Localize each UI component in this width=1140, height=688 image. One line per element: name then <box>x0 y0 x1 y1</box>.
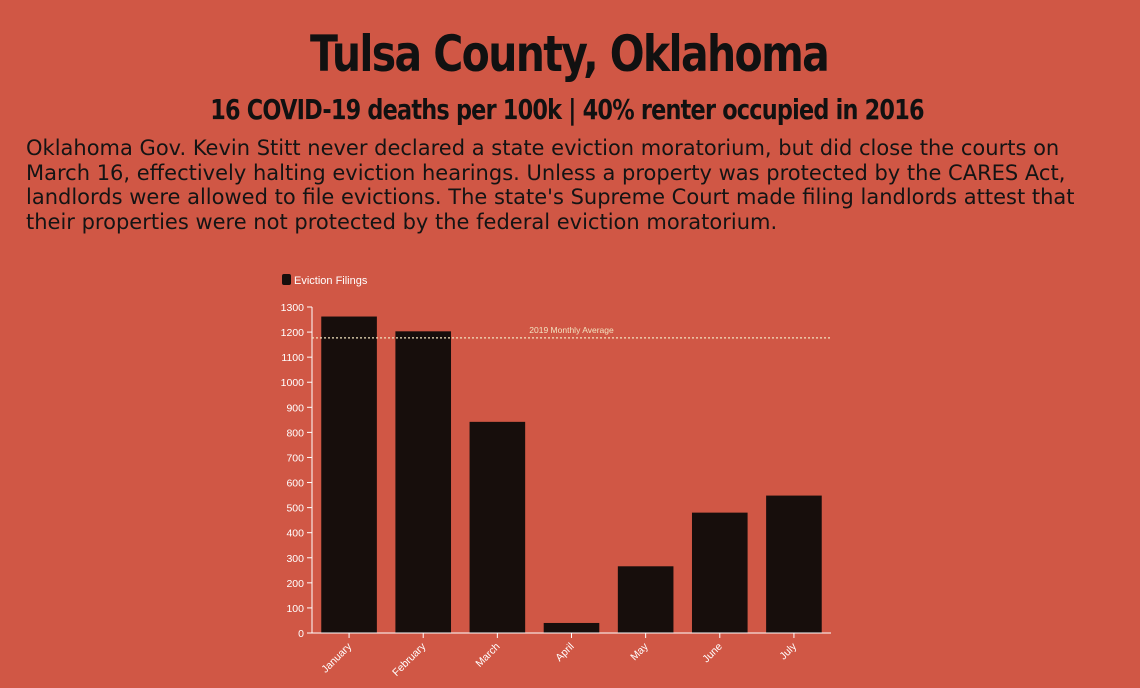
bar-january <box>321 316 377 633</box>
y-tick-label: 300 <box>286 553 304 565</box>
y-tick-label: 1100 <box>281 352 304 364</box>
x-tick-label: April <box>553 641 576 664</box>
x-tick-label: January <box>319 640 354 675</box>
page-title: Tulsa County, Oklahoma <box>310 25 830 83</box>
bar-february <box>395 331 452 633</box>
legend: Eviction Filings <box>282 274 368 287</box>
bar-june <box>691 512 748 633</box>
description-text: Oklahoma Gov. Kevin Stitt never declared… <box>26 136 1075 234</box>
y-tick-label: 400 <box>286 528 304 540</box>
legend-swatch <box>282 274 291 285</box>
reference-line: 2019 Monthly Average <box>312 325 831 339</box>
y-tick-label: 1300 <box>281 302 305 314</box>
y-tick-label: 500 <box>286 503 304 515</box>
x-tick-label: May <box>628 640 651 663</box>
x-tick-label: June <box>700 641 725 666</box>
reference-line-label: 2019 Monthly Average <box>529 325 614 335</box>
x-tick-label: February <box>390 640 429 679</box>
y-tick-label: 100 <box>286 603 304 615</box>
x-tick-label: July <box>777 640 799 662</box>
bars <box>321 316 822 633</box>
y-tick-label: 0 <box>298 628 304 640</box>
legend-label: Eviction Filings <box>294 275 368 287</box>
bar-may <box>617 566 674 633</box>
bar-march <box>469 421 526 633</box>
bar-april <box>543 622 600 633</box>
bar-july <box>766 495 822 633</box>
x-tick-label: March <box>473 641 502 670</box>
y-axis: 0 100 200 300 400 500 600 700 800 900 1000 1100 1200… <box>281 302 313 640</box>
y-tick-label: 200 <box>286 578 304 590</box>
y-tick-label: 1000 <box>281 377 305 389</box>
page-subtitle: 16 COVID-19 deaths per 100k | 40% renter… <box>210 93 924 126</box>
y-tick-label: 800 <box>286 427 304 439</box>
y-tick-label: 1200 <box>281 327 305 339</box>
y-tick-label: 600 <box>286 478 304 490</box>
y-tick-label: 900 <box>286 402 304 414</box>
y-tick-label: 700 <box>286 452 304 464</box>
x-axis: January February March April May June July <box>312 632 831 679</box>
